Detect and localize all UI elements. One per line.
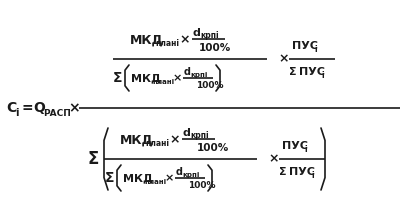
Text: планi: планi	[144, 178, 166, 184]
Text: ×: ×	[179, 33, 189, 46]
Text: d: d	[183, 128, 190, 138]
Text: 100%: 100%	[198, 43, 231, 53]
Text: d: d	[175, 167, 183, 177]
Text: крпі: крпі	[181, 172, 199, 178]
Text: крпі: крпі	[200, 32, 218, 41]
Text: i: i	[303, 146, 306, 154]
Text: планi: планi	[145, 140, 168, 149]
Text: МКД: МКД	[123, 173, 153, 183]
Text: ПУС: ПУС	[281, 141, 307, 151]
Text: =: =	[22, 101, 34, 115]
Text: ×: ×	[68, 101, 79, 115]
Text: планi: планi	[151, 78, 174, 84]
Text: крпі: крпі	[190, 72, 207, 78]
Text: ×: ×	[173, 73, 182, 83]
Text: ×: ×	[164, 173, 174, 183]
Text: РАСП: РАСП	[43, 108, 71, 118]
Text: МКД: МКД	[130, 33, 163, 46]
Text: Σ: Σ	[288, 67, 296, 77]
Text: МКД: МКД	[120, 133, 153, 146]
Text: d: d	[183, 67, 190, 77]
Text: ×: ×	[277, 52, 288, 65]
Text: МКД: МКД	[131, 73, 160, 83]
Text: C: C	[6, 101, 16, 115]
Text: Σ: Σ	[278, 167, 286, 177]
Text: ПУС: ПУС	[291, 41, 317, 51]
Text: планi: планi	[155, 40, 179, 49]
Text: ×: ×	[168, 133, 179, 146]
Text: d: d	[192, 28, 200, 38]
Text: Σ: Σ	[88, 150, 99, 168]
Text: 100%: 100%	[196, 81, 223, 89]
Text: i: i	[320, 71, 323, 81]
Text: i: i	[313, 46, 316, 54]
Text: ПУС: ПУС	[298, 67, 324, 77]
Text: 100%: 100%	[188, 181, 215, 189]
Text: Σ: Σ	[105, 171, 114, 185]
Text: Σ: Σ	[113, 71, 122, 85]
Text: ПУС: ПУС	[288, 167, 314, 177]
Text: i: i	[15, 108, 19, 118]
Text: Q: Q	[33, 101, 45, 115]
Text: крпі: крпі	[190, 132, 208, 140]
Text: ×: ×	[267, 152, 278, 165]
Text: 100%: 100%	[196, 143, 229, 153]
Text: i: i	[310, 172, 313, 181]
